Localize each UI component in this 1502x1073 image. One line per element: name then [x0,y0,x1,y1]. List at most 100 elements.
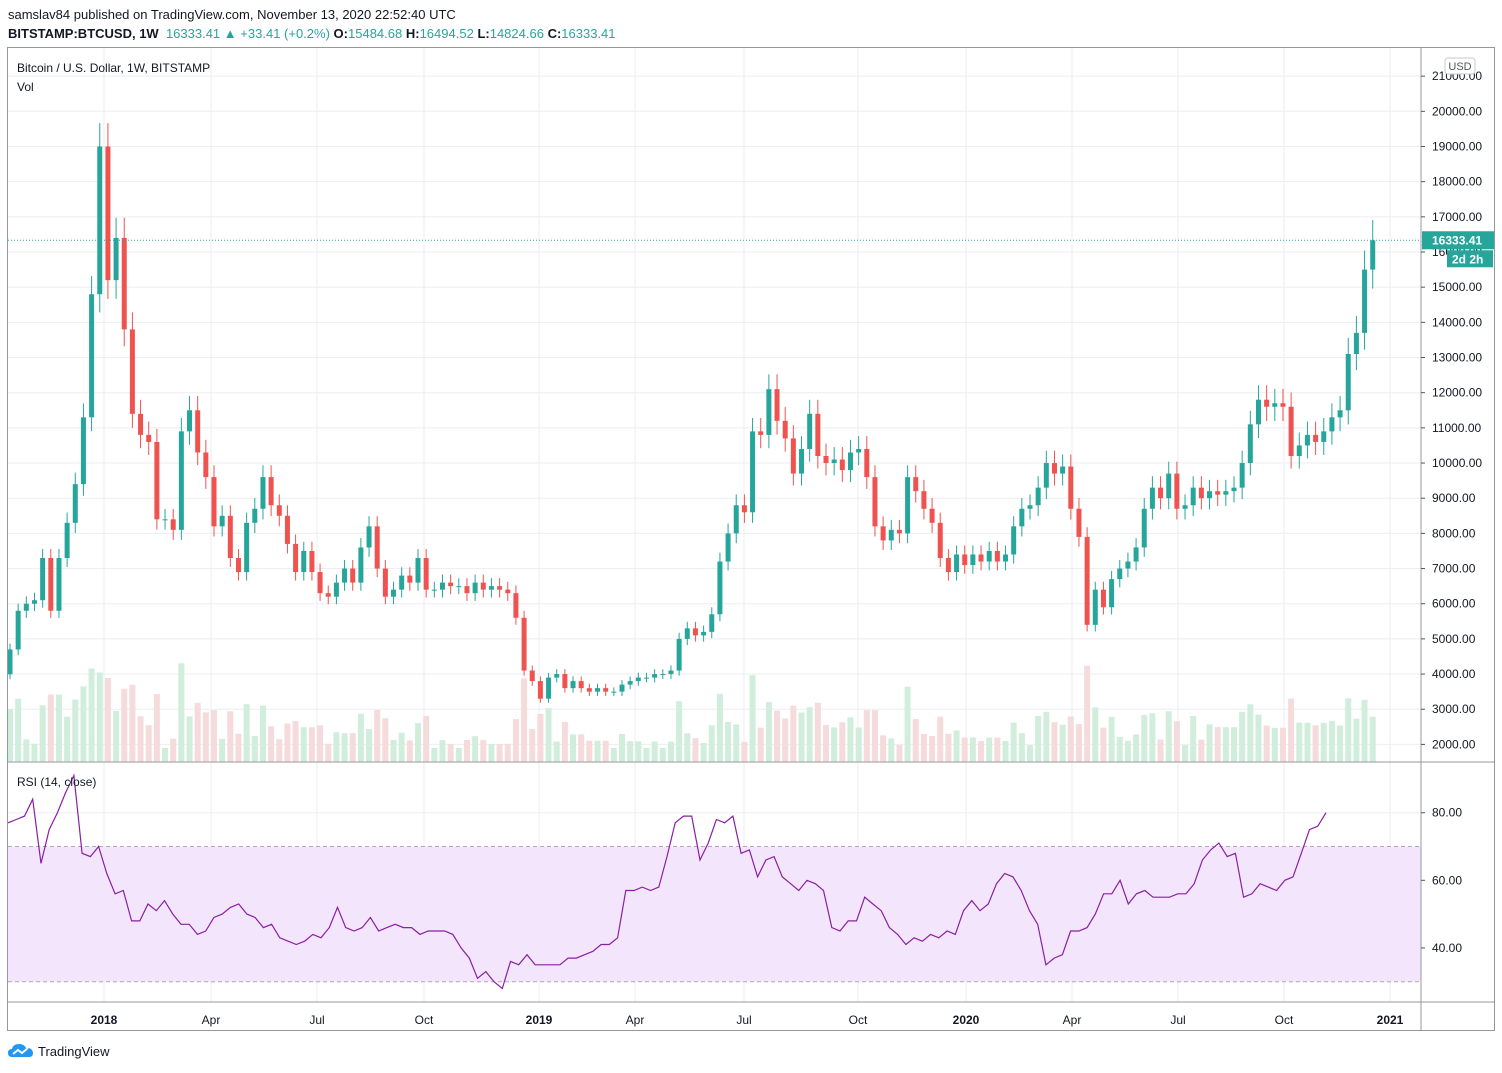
volume-bar [88,668,95,762]
candle-body [439,582,445,590]
candle-body [603,688,609,692]
candle-body [219,515,225,527]
price-tick-label: 11000.00 [1432,421,1481,435]
price-tick-label: 10000.00 [1432,456,1482,470]
volume-bar [439,740,446,762]
volume-bar [300,727,307,762]
volume-bar [504,743,511,762]
volume-bar [472,736,479,762]
candle-body [1174,473,1180,509]
rsi-title: RSI (14, close) [17,775,96,789]
volume-bar [1002,740,1009,762]
volume-bar [586,740,593,762]
candle-body [15,610,21,650]
volume-bar [1067,716,1074,762]
price-tick-label: 5000.00 [1432,632,1476,646]
volume-bar [31,743,38,762]
volume-bar [961,737,968,762]
candle-body [537,681,543,699]
volume-bar [692,738,699,762]
rsi-line [7,773,1327,990]
open-value: 15484.68 [348,26,403,41]
candle-body [97,146,103,295]
high-value: 16494.52 [419,26,474,41]
candle-body [333,582,339,597]
candle-body [1353,332,1359,354]
candle-body [1035,487,1041,506]
candle-body [929,508,935,523]
candle-body [211,477,217,527]
volume-bar [708,725,715,762]
candle-body [1247,424,1253,464]
low-label: L: [477,26,490,41]
candle-body [741,505,747,513]
volume-bar [545,708,552,762]
candle-body [350,568,356,583]
price-tick-label: 6000.00 [1432,597,1476,611]
time-tick-label: Apr [1063,1013,1082,1027]
candle-body [847,452,853,471]
volume-bar [1214,727,1221,762]
volume-bar [627,741,634,762]
volume-bar [749,675,756,762]
candle-body [1092,589,1098,625]
volume-bar [863,710,870,762]
volume-bar [227,711,234,762]
volume-bar [602,740,609,762]
candle-body [480,582,486,590]
volume-bar [1312,725,1319,762]
candle-body [799,448,805,474]
price-axis[interactable]: 2000.00 3000.00 4000.00 5000.00 6000.00 7000.… [1421,57,1494,955]
candle-body [170,519,176,530]
time-tick-label: 2020 [953,1013,980,1027]
countdown-tag [1447,250,1493,268]
candle-body [72,484,78,523]
rsi-band-fill [8,846,1421,982]
candle-body [839,459,845,471]
candle-body [513,593,519,618]
volume-bar [72,699,79,762]
volume-bar [643,748,650,762]
candle-body [1207,491,1213,499]
candle-body [692,628,698,636]
candle-body [1255,399,1261,425]
time-tick-label: Jul [736,1013,751,1027]
candle-body [1133,547,1139,562]
candle-body [864,448,870,478]
open-label: O: [333,26,348,41]
symbol-label[interactable]: BITSTAMP:BTCUSD, 1W [8,26,159,41]
candle-body [162,519,168,521]
volume-bar [1328,720,1335,762]
volume-bar [1296,722,1303,762]
candle-body [1280,403,1286,407]
candle-body [880,526,886,541]
candle-body [1011,526,1017,555]
candle-body [627,681,633,685]
tradingview-logo[interactable]: TradingView [8,1043,110,1059]
volume-bar [1043,711,1050,762]
time-tick-label: Oct [1275,1013,1294,1027]
volume-bar [537,713,544,762]
volume-bar [553,741,560,762]
time-axis[interactable]: 2018 Apr Jul Oct 2019 Apr Jul Oct 2020 Apr Jul Oct 2… [91,1013,1404,1027]
candles[interactable] [7,123,1376,703]
volume-bar [447,744,454,762]
volume-bar [871,710,878,762]
volume-bar [1198,739,1205,762]
volume-bar [325,743,332,762]
pane-labels: Bitcoin / U.S. Dollar, 1W, BITSTAMP Vol … [17,61,210,789]
chart-title: Bitcoin / U.S. Dollar, 1W, BITSTAMP [17,61,210,75]
volume-bar [23,739,30,762]
candle-body [856,448,862,453]
candle-body [635,677,641,682]
candle-body [921,491,927,509]
candle-body [1019,508,1025,527]
candle-body [595,688,601,692]
volume-bar [1133,734,1140,762]
candle-body [178,431,184,530]
price-tick-label: 18000.00 [1432,175,1482,189]
countdown-tag-text: 2d 2h [1452,252,1483,266]
price-tick-label: 7000.00 [1432,562,1476,576]
volume-bar [806,707,813,762]
